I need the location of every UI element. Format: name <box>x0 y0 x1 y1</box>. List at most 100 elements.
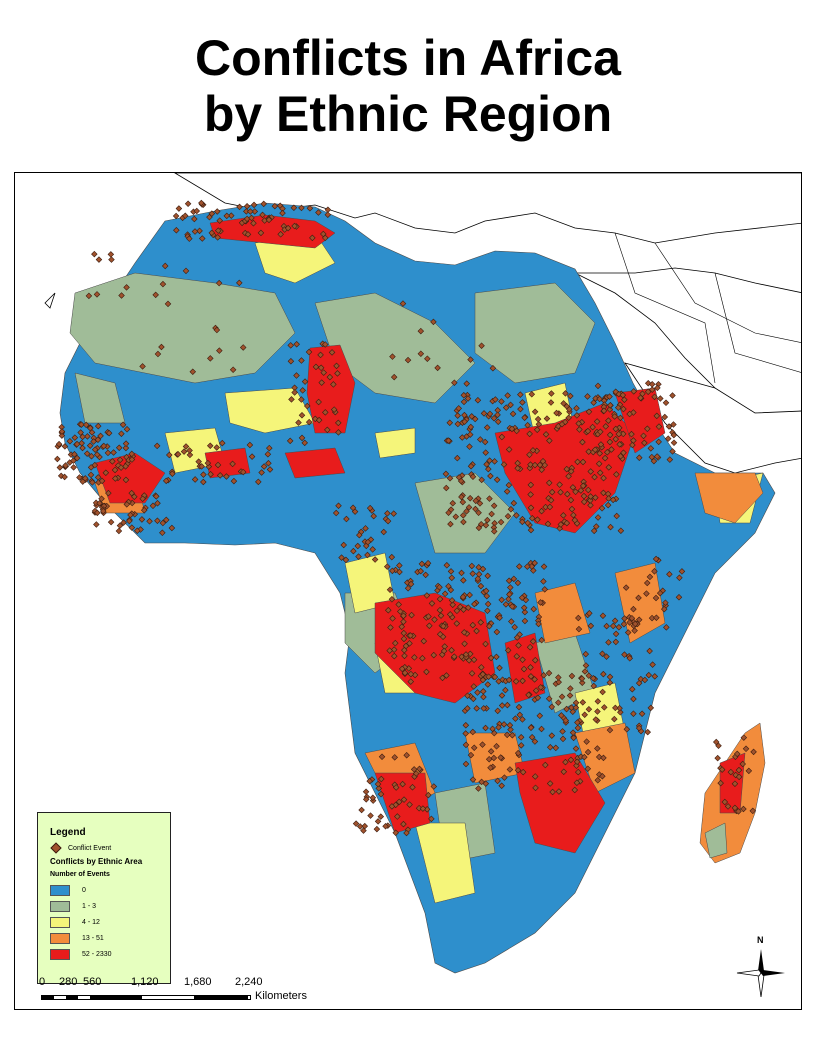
conflict-event-marker <box>298 396 305 403</box>
conflict-event-marker <box>459 512 467 519</box>
conflict-event-marker <box>388 553 396 561</box>
conflict-event-marker <box>389 615 396 622</box>
conflict-event-marker <box>669 448 676 455</box>
conflict-event-marker <box>71 434 79 441</box>
conflict-event-marker <box>98 495 105 503</box>
conflict-event-marker <box>545 479 553 487</box>
conflict-event-marker <box>450 653 458 660</box>
conflict-event-marker <box>641 676 649 684</box>
conflict-event-marker <box>560 400 567 407</box>
conflict-event-marker <box>546 503 554 511</box>
conflict-event-marker <box>462 651 470 658</box>
conflict-event-marker <box>567 756 575 764</box>
conflict-event-marker <box>648 386 656 393</box>
conflict-event-marker <box>448 574 456 582</box>
map-title-line-1: Conflicts in Africa <box>195 30 621 86</box>
conflict-event-marker <box>534 516 541 523</box>
conflict-event-marker <box>250 201 258 209</box>
conflict-event-marker <box>568 704 575 711</box>
conflict-event-marker <box>128 524 136 531</box>
conflict-event-marker <box>407 632 414 639</box>
conflict-event-marker <box>328 349 336 356</box>
africa-map[interactable] <box>15 173 802 1010</box>
conflict-event-marker <box>562 390 569 397</box>
conflict-event-marker <box>631 627 638 634</box>
conflict-event-marker <box>619 430 627 438</box>
conflict-event-marker <box>570 511 577 519</box>
conflict-event-marker <box>599 773 606 780</box>
conflict-event-marker <box>714 754 721 762</box>
conflict-event-marker <box>630 605 637 613</box>
conflict-event-marker <box>213 326 221 334</box>
conflict-event-marker <box>524 563 531 570</box>
conflict-event-marker <box>629 685 636 693</box>
conflict-event-marker <box>287 342 294 349</box>
conflict-event-marker <box>586 610 593 617</box>
conflict-event-marker <box>340 541 347 549</box>
conflict-event-marker <box>563 465 571 473</box>
conflict-event-marker <box>440 647 448 655</box>
conflict-event-marker <box>436 631 444 638</box>
conflict-event-marker <box>324 426 331 434</box>
conflict-event-marker <box>584 427 592 435</box>
conflict-event-marker <box>298 411 306 419</box>
conflict-event-marker <box>650 457 658 465</box>
conflict-event-marker <box>612 425 620 433</box>
conflict-event-marker <box>139 495 146 502</box>
conflict-event-marker <box>477 436 484 443</box>
conflict-event-marker <box>502 601 510 608</box>
conflict-events[interactable] <box>54 199 757 837</box>
ethnic-regions-4-12[interactable] <box>164 232 764 904</box>
conflict-event-marker <box>426 622 433 629</box>
conflict-event-marker <box>519 768 527 776</box>
conflict-event-marker <box>599 688 606 696</box>
conflict-event-marker <box>608 446 615 453</box>
conflict-event-marker <box>513 634 521 641</box>
conflict-event-marker <box>198 463 205 470</box>
conflict-event-marker <box>580 498 588 506</box>
conflict-event-marker <box>573 779 581 786</box>
conflict-event-marker <box>445 509 452 516</box>
conflict-event-marker <box>564 490 571 498</box>
conflict-event-marker <box>653 614 660 622</box>
conflict-event-marker <box>644 388 652 395</box>
conflict-event-marker <box>606 673 614 681</box>
conflict-event-marker <box>584 765 592 772</box>
conflict-event-marker <box>528 733 536 741</box>
conflict-event-marker <box>119 421 127 428</box>
conflict-event-marker <box>152 291 159 299</box>
conflict-event-marker <box>120 519 127 526</box>
conflict-event-marker <box>123 284 130 291</box>
conflict-event-marker <box>555 788 563 795</box>
conflict-event-marker <box>600 403 608 411</box>
conflict-event-marker <box>255 478 262 486</box>
conflict-event-marker <box>590 527 598 535</box>
conflict-event-marker <box>356 531 363 539</box>
conflict-event-marker <box>600 407 608 415</box>
conflict-event-marker <box>236 279 243 287</box>
conflict-event-marker <box>594 777 602 784</box>
conflict-event-marker <box>593 523 600 530</box>
conflict-event-marker <box>350 547 357 555</box>
conflict-event-marker <box>514 579 522 587</box>
conflict-event-marker <box>320 369 327 376</box>
conflict-event-marker <box>228 212 235 219</box>
conflict-event-marker <box>535 421 543 428</box>
conflict-event-marker <box>542 431 550 438</box>
conflict-event-marker <box>265 459 272 467</box>
conflict-event-marker <box>352 820 360 827</box>
conflict-event-marker <box>215 227 222 234</box>
conflict-event-marker <box>489 364 497 372</box>
conflict-event-marker <box>389 353 396 360</box>
conflict-event-marker <box>392 784 400 791</box>
conflict-event-marker <box>377 790 385 798</box>
conflict-event-marker <box>475 785 482 792</box>
conflict-event-marker <box>464 692 471 699</box>
conflict-event-marker <box>416 765 423 773</box>
map-frame[interactable]: Legend Conflict Event Conflicts by Ethni… <box>14 172 802 1010</box>
conflict-event-marker <box>174 451 182 458</box>
conflict-event-marker <box>392 829 399 837</box>
conflict-event-marker <box>534 415 542 423</box>
conflict-event-marker <box>641 439 648 447</box>
conflict-event-marker <box>457 477 465 485</box>
